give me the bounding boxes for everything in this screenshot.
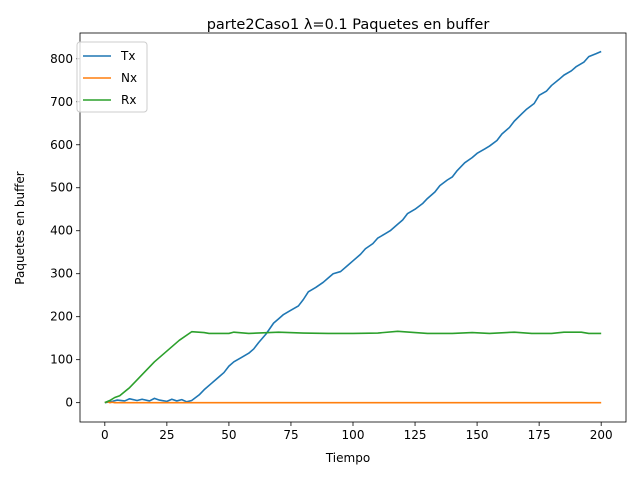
x-tick-label: 150 bbox=[466, 428, 489, 442]
legend: Tx Nx Rx bbox=[76, 41, 148, 113]
y-tick-label: 0 bbox=[65, 396, 73, 410]
legend-label-rx: Rx bbox=[121, 93, 136, 107]
y-tick-label: 500 bbox=[50, 181, 73, 195]
y-tick-label: 800 bbox=[50, 52, 73, 66]
y-axis: 0 100 200 300 400 500 600 700 800 bbox=[50, 52, 80, 410]
x-axis-label: Tiempo bbox=[325, 451, 370, 465]
x-tick-label: 100 bbox=[342, 428, 365, 442]
x-tick-label: 25 bbox=[159, 428, 174, 442]
legend-box bbox=[76, 41, 148, 113]
x-tick-label: 0 bbox=[101, 428, 109, 442]
series-line-nx bbox=[104, 401, 602, 404]
plot-area bbox=[104, 50, 602, 404]
x-tick-label: 175 bbox=[528, 428, 551, 442]
y-tick-label: 400 bbox=[50, 224, 73, 238]
series-line-tx bbox=[104, 50, 602, 404]
series-line-rx bbox=[104, 330, 602, 404]
y-tick-label: 100 bbox=[50, 353, 73, 367]
legend-label-nx: Nx bbox=[121, 71, 137, 85]
y-tick-label: 600 bbox=[50, 138, 73, 152]
x-axis: 0 25 50 75 100 125 150 175 200 bbox=[101, 422, 613, 442]
x-tick-label: 125 bbox=[404, 428, 427, 442]
x-tick-label: 75 bbox=[283, 428, 298, 442]
x-tick-label: 200 bbox=[590, 428, 613, 442]
x-tick-label: 50 bbox=[221, 428, 236, 442]
y-axis-label: Paquetes en buffer bbox=[13, 171, 27, 284]
y-tick-label: 300 bbox=[50, 267, 73, 281]
y-tick-label: 700 bbox=[50, 95, 73, 109]
chart-title: parte2Caso1 λ=0.1 Paquetes en buffer bbox=[207, 17, 490, 33]
y-tick-label: 200 bbox=[50, 310, 73, 324]
legend-label-tx: Tx bbox=[120, 49, 135, 63]
